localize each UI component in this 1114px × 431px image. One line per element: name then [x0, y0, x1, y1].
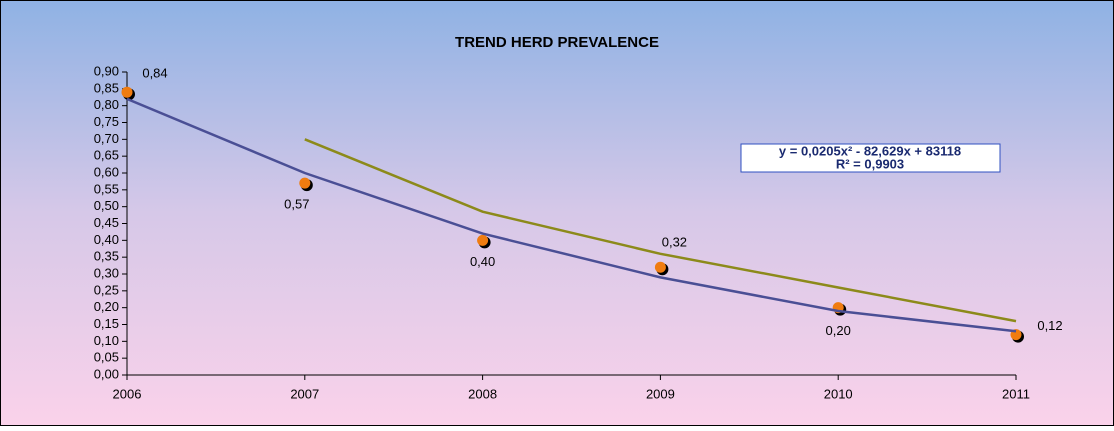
- data-point: [654, 261, 666, 273]
- y-tick-label: 0,55: [94, 181, 119, 196]
- data-label: 0,40: [470, 254, 495, 269]
- x-tick-label: 2009: [646, 386, 675, 401]
- y-tick-label: 0,20: [94, 299, 119, 314]
- x-tick-label: 2008: [468, 386, 497, 401]
- x-tick-label: 2010: [824, 386, 853, 401]
- y-tick-label: 0,60: [94, 164, 119, 179]
- y-tick-label: 0,00: [94, 366, 119, 381]
- y-tick-label: 0,50: [94, 198, 119, 213]
- y-tick-label: 0,30: [94, 265, 119, 280]
- x-tick-label: 2011: [1002, 386, 1030, 401]
- y-tick-label: 0,65: [94, 148, 119, 163]
- r-squared: R² = 0,9903: [836, 156, 904, 171]
- data-label: 0,20: [826, 323, 851, 338]
- x-tick-label: 2007: [290, 386, 319, 401]
- equation-box: [740, 143, 1001, 173]
- y-tick-label: 0,40: [94, 232, 119, 247]
- y-tick-label: 0,45: [94, 215, 119, 230]
- y-tick-label: 0,15: [94, 316, 119, 331]
- x-tick-label: 2006: [113, 386, 142, 401]
- y-tick-label: 0,25: [94, 282, 119, 297]
- data-label: 0,12: [1037, 318, 1062, 333]
- y-tick-label: 0,05: [94, 350, 119, 365]
- series-line: [304, 138, 1017, 323]
- y-tick-label: 0,70: [94, 131, 119, 146]
- y-tick-label: 0,90: [94, 63, 119, 78]
- y-tick-label: 0,10: [94, 333, 119, 348]
- y-tick-label: 0,75: [94, 114, 119, 129]
- series-line: [126, 97, 1017, 333]
- data-point: [299, 177, 311, 189]
- equation: y = 0,0205x² - 82,629x + 83118: [779, 143, 961, 158]
- y-tick-label: 0,85: [94, 80, 119, 95]
- data-label: 0,32: [662, 235, 687, 250]
- data-point: [121, 86, 133, 98]
- y-tick-label: 0,80: [94, 97, 119, 112]
- data-label: 0,84: [142, 66, 167, 81]
- chart-title: TREND HERD PREVALENCE: [455, 34, 659, 51]
- data-point: [477, 234, 489, 246]
- data-label: 0,57: [284, 197, 309, 212]
- y-tick-label: 0,35: [94, 249, 119, 264]
